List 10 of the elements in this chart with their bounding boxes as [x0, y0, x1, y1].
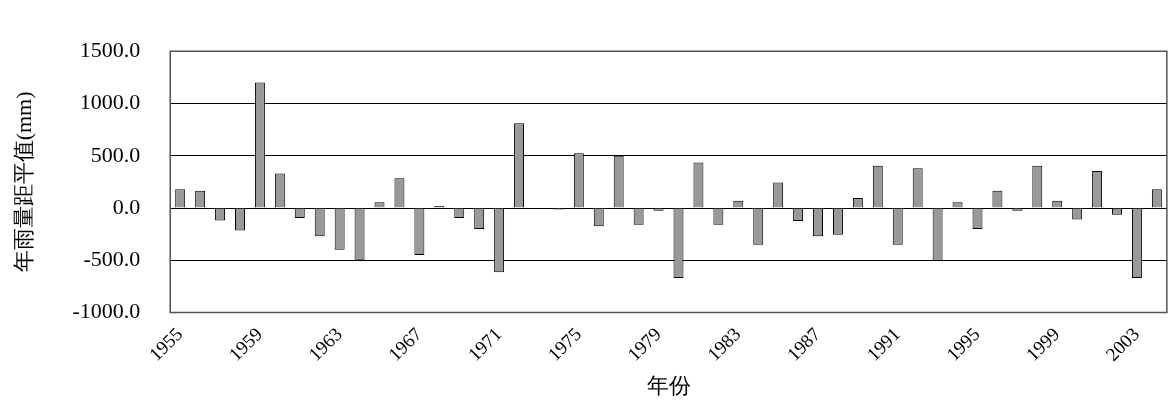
y-tick-label: 500.0	[90, 141, 141, 167]
y-tick-label: 0.0	[112, 193, 141, 219]
x-tick-label: 1971	[463, 323, 506, 365]
y-tick-label: 1000.0	[79, 89, 141, 115]
y-tick-label: -500.0	[83, 246, 141, 272]
y-tick-label: -1000.0	[72, 298, 141, 324]
x-tick-label: 1991	[862, 323, 905, 365]
y-tick-label: 1500.0	[79, 36, 141, 62]
y-axis-title: 年雨量距平值(mm)	[10, 91, 36, 273]
x-axis-title: 年份	[646, 372, 691, 398]
